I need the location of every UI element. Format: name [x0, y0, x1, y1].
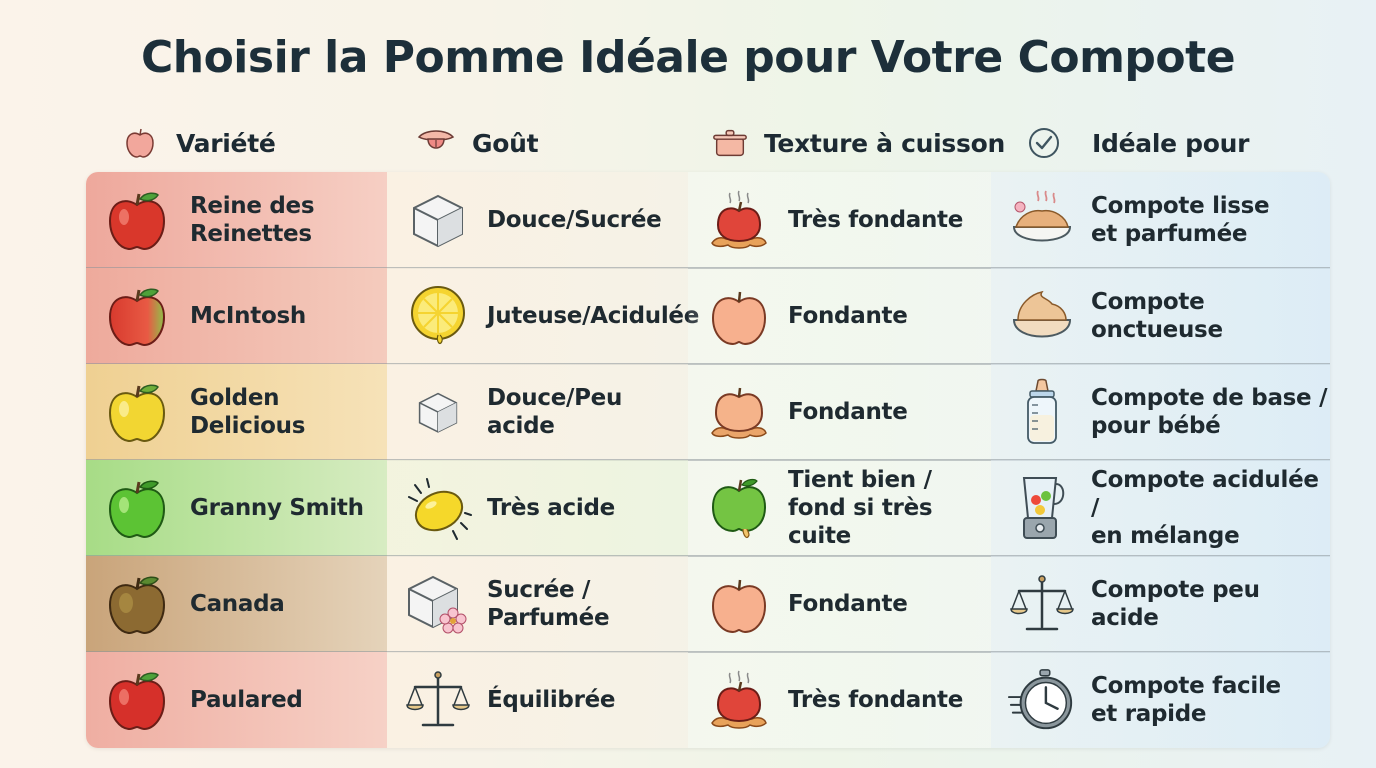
melting-apple-icon [704, 377, 774, 447]
green-apple-drip-icon [704, 473, 774, 543]
blender-icon [1007, 473, 1077, 543]
scale-icon [1007, 569, 1077, 639]
apple-table: Reine des Reinettes Douce/Sucrée Très fo… [86, 172, 1330, 748]
pot-icon [710, 123, 750, 163]
taste-text: Douce/Peu acide [487, 385, 623, 439]
table-row: Paulared Équilibrée Très fondante Compot… [86, 652, 1330, 748]
red-green-apple-icon [102, 281, 172, 351]
variety-name: Canada [190, 591, 285, 617]
texture-cell: Tient bien / fond si très cuite [688, 460, 991, 556]
melting-apple-icon [704, 665, 774, 735]
taste-cell: Équilibrée [387, 652, 688, 748]
scale-icon [403, 665, 473, 735]
taste-cell: Sucrée / Parfumée [387, 556, 688, 652]
header-label: Idéale pour [1092, 128, 1250, 158]
baby-bottle-icon [1007, 377, 1077, 447]
variety-cell: Granny Smith [86, 460, 387, 556]
header-label: Variété [176, 128, 276, 158]
texture-text: Très fondante [788, 207, 964, 233]
page-title: Choisir la Pomme Idéale pour Votre Compo… [140, 32, 1236, 83]
header-label: Goût [472, 128, 539, 158]
puree-bowl-icon [1007, 281, 1077, 351]
variety-cell: Reine des Reinettes [86, 172, 387, 268]
red-apple-icon [102, 665, 172, 735]
ideal-text: Compote lisse et parfumée [1091, 193, 1270, 247]
ideal-text: Compote de base / pour bébé [1091, 385, 1328, 439]
apple-icon [704, 281, 774, 351]
variety-name: Reine des Reinettes [190, 193, 315, 247]
russet-apple-icon [102, 569, 172, 639]
taste-text: Sucrée / Parfumée [487, 577, 610, 631]
ideal-cell: Compote peu acide [991, 556, 1330, 652]
yellow-apple-icon [102, 377, 172, 447]
variety-name: Granny Smith [190, 495, 364, 521]
checkmark-icon [1024, 123, 1064, 163]
header-label: Texture à cuisson [764, 128, 1005, 158]
green-apple-icon [102, 473, 172, 543]
texture-text: Fondante [788, 399, 908, 425]
texture-cell: Très fondante [688, 652, 991, 748]
fragrant-bowl-icon [1007, 185, 1077, 255]
ideal-cell: Compote facile et rapide [991, 652, 1330, 748]
taste-cell: Très acide [387, 460, 688, 556]
apple-icon [704, 569, 774, 639]
row-divider [86, 651, 1330, 653]
sugar-cube-icon [403, 185, 473, 255]
lemon-slice-icon [403, 281, 473, 351]
taste-text: Douce/Sucrée [487, 207, 662, 233]
taste-text: Très acide [487, 495, 615, 521]
variety-cell: McIntosh [86, 268, 387, 364]
sugar-cube-flower-icon [403, 569, 473, 639]
ideal-text: Compote acidulée / en mélange [1091, 467, 1319, 549]
ideal-text: Compote onctueuse [1091, 289, 1223, 343]
table-row: Granny Smith Très acide Tient bien / fon… [86, 460, 1330, 556]
taste-cell: Juteuse/Acidulée [387, 268, 699, 364]
taste-text: Équilibrée [487, 687, 616, 713]
texture-cell: Fondante [688, 364, 991, 460]
header-taste: Goût [416, 120, 539, 166]
texture-cell: Très fondante [688, 172, 991, 268]
table-row: Golden Delicious Douce/Peu acide Fondant… [86, 364, 1330, 460]
variety-cell: Canada [86, 556, 387, 652]
texture-text: Très fondante [788, 687, 964, 713]
header-texture: Texture à cuisson [710, 120, 1005, 166]
ideal-text: Compote peu acide [1091, 577, 1260, 631]
ideal-cell: Compote onctueuse [991, 268, 1330, 364]
texture-text: Tient bien / fond si très cuite [788, 467, 933, 549]
small-sugar-cube-icon [403, 377, 473, 447]
red-apple-icon [102, 185, 172, 255]
taste-text: Juteuse/Acidulée [487, 303, 700, 329]
row-divider [86, 459, 1330, 461]
apple-icon [120, 123, 160, 163]
ideal-cell: Compote lisse et parfumée [991, 172, 1330, 268]
ideal-cell: Compote de base / pour bébé [991, 364, 1330, 460]
lemon-icon [403, 473, 473, 543]
row-divider [86, 363, 1330, 365]
taste-cell: Douce/Peu acide [387, 364, 688, 460]
melting-apple-icon [704, 185, 774, 255]
texture-cell: Fondante [688, 556, 991, 652]
variety-name: Paulared [190, 687, 303, 713]
ideal-cell: Compote acidulée / en mélange [991, 460, 1330, 556]
taste-cell: Douce/Sucrée [387, 172, 688, 268]
row-divider [86, 555, 1330, 557]
table-row: McIntosh Juteuse/Acidulée Fondante Compo… [86, 268, 1330, 364]
table-row: Canada Sucrée / Parfumée Fondante Compot… [86, 556, 1330, 652]
texture-text: Fondante [788, 591, 908, 617]
variety-cell: Golden Delicious [86, 364, 387, 460]
header-ideal: Idéale pour [1024, 120, 1249, 166]
tongue-icon [416, 123, 456, 163]
stopwatch-icon [1007, 665, 1077, 735]
texture-cell: Fondante [688, 268, 991, 364]
variety-cell: Paulared [86, 652, 387, 748]
ideal-text: Compote facile et rapide [1091, 673, 1281, 727]
row-divider [86, 267, 1330, 269]
header-variety: Variété [120, 120, 276, 166]
variety-name: Golden Delicious [190, 385, 306, 439]
variety-name: McIntosh [190, 303, 306, 329]
table-row: Reine des Reinettes Douce/Sucrée Très fo… [86, 172, 1330, 268]
texture-text: Fondante [788, 303, 908, 329]
